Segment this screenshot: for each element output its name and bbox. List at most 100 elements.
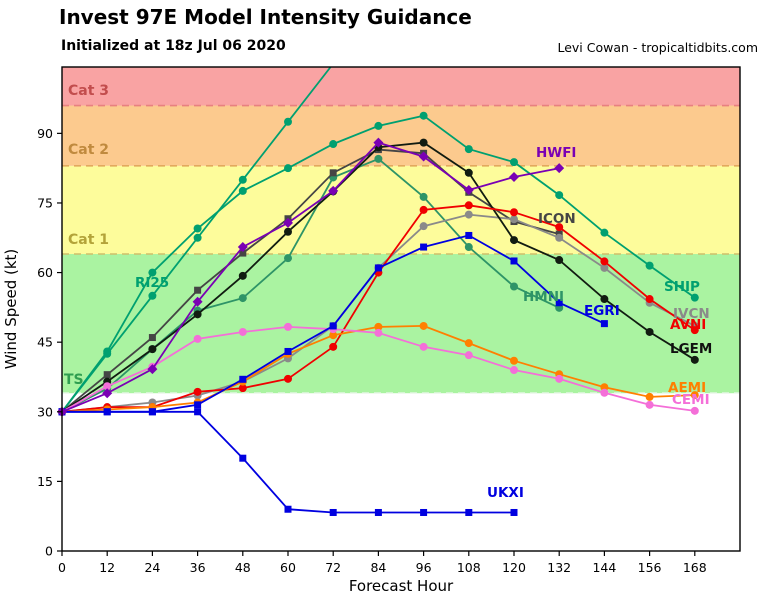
x-axis-title: Forecast Hour: [349, 577, 454, 595]
y-tick-label: 60: [37, 265, 53, 280]
data-point-cemi: [600, 388, 609, 397]
data-point-ukxi: [329, 508, 337, 516]
x-tick-label: 132: [547, 560, 571, 575]
data-point-egri: [284, 347, 292, 355]
x-tick-label: 12: [99, 560, 115, 575]
series-label-lgem: LGEM: [670, 341, 712, 357]
x-tick-label: 108: [457, 560, 481, 575]
data-point-ivcn: [600, 263, 609, 272]
data-point-hmni: [464, 243, 473, 252]
data-point-hmni: [284, 254, 292, 263]
data-point-aemi: [374, 322, 383, 331]
data-point-ship: [600, 228, 609, 237]
series-hwfi: [57, 137, 565, 417]
data-point-ship: [329, 140, 338, 149]
data-point-avni: [510, 208, 518, 217]
data-point-ship: [374, 121, 383, 130]
data-point-cemi: [555, 374, 564, 383]
data-point-cemi: [419, 342, 428, 351]
x-tick-label: 36: [190, 560, 206, 575]
data-point-ship: [690, 293, 699, 302]
data-point-icon: [148, 334, 156, 342]
data-point-ivcn: [464, 210, 473, 219]
data-point-egri: [465, 231, 473, 239]
x-tick-label: 60: [280, 560, 296, 575]
y-tick-label: 30: [37, 404, 53, 419]
data-point-cemi: [284, 322, 292, 331]
data-point-ship: [238, 186, 247, 195]
data-point-ri25: [238, 175, 247, 184]
data-point-ukxi: [420, 508, 428, 516]
data-point-lgem: [419, 138, 428, 147]
data-point-lgem: [645, 327, 654, 336]
data-point-lgem: [600, 295, 609, 304]
data-point-aemi: [419, 321, 428, 330]
data-point-hwfi: [192, 296, 203, 307]
data-point-aemi: [645, 392, 654, 401]
data-point-ship: [284, 164, 292, 173]
series-label-cemi: CEMI: [672, 392, 710, 408]
series-label-egri: EGRI: [584, 303, 620, 319]
data-point-aemi: [600, 383, 609, 392]
data-point-hmni: [419, 192, 428, 201]
data-point-ivcn: [510, 215, 518, 224]
data-point-aemi: [464, 339, 473, 348]
series-label-hwfi: HWFI: [536, 145, 576, 161]
series-label-ukxi: UKXI: [487, 485, 524, 501]
data-point-ukxi: [465, 508, 473, 516]
data-point-avni: [645, 295, 654, 304]
data-point-cemi: [690, 406, 699, 415]
data-point-ri25: [284, 117, 292, 126]
band-cat-3: [62, 67, 740, 106]
data-point-hwfi: [509, 171, 519, 182]
data-point-avni: [690, 326, 699, 335]
data-point-hwfi: [237, 242, 248, 253]
data-point-icon: [329, 169, 337, 177]
data-point-ukxi: [148, 408, 156, 416]
data-point-ship: [645, 261, 654, 270]
data-point-ship: [103, 347, 112, 356]
data-point-cemi: [374, 328, 383, 337]
data-point-ukxi: [194, 408, 202, 416]
data-point-egri: [510, 257, 518, 265]
data-point-ivcn: [555, 233, 564, 242]
y-tick-label: 75: [37, 195, 53, 210]
x-tick-label: 0: [58, 560, 66, 575]
y-tick-label: 90: [37, 126, 53, 141]
data-point-avni: [600, 257, 609, 266]
data-point-egri: [555, 299, 563, 307]
series-label-ri25: RI25: [135, 275, 169, 291]
band-label-tropical-storm: TS: [64, 372, 84, 388]
plot-frame: [61, 66, 741, 552]
data-point-ukxi: [239, 454, 247, 462]
data-point-cemi: [238, 327, 247, 336]
data-point-egri: [329, 322, 337, 330]
x-tick-label: 156: [638, 560, 662, 575]
data-point-avni: [193, 387, 202, 396]
page-title: Invest 97E Model Intensity Guidance: [59, 5, 472, 29]
data-point-hwfi: [283, 217, 293, 228]
data-point-lgem: [690, 355, 699, 364]
series-label-ship: SHIP: [664, 279, 700, 295]
data-point-avni: [284, 374, 292, 383]
y-tick-label: 0: [45, 544, 53, 559]
series-ship: [58, 111, 699, 416]
x-tick-label: 96: [416, 560, 432, 575]
data-point-aemi: [329, 331, 338, 340]
data-point-ivcn: [419, 222, 428, 231]
data-point-icon: [239, 249, 247, 257]
data-point-hmni: [238, 294, 247, 303]
data-point-ukxi: [374, 508, 382, 516]
data-point-hmni: [374, 154, 383, 163]
data-point-avni: [419, 205, 428, 214]
data-point-ship: [419, 111, 428, 120]
data-point-ukxi: [510, 508, 518, 516]
data-point-ri25: [193, 233, 202, 242]
x-tick-label: 24: [144, 560, 160, 575]
data-point-lgem: [148, 345, 157, 354]
data-point-avni: [329, 342, 338, 351]
data-point-lgem: [464, 168, 473, 177]
data-point-ukxi: [103, 408, 111, 416]
data-point-hwfi: [463, 184, 474, 195]
y-tick-label: 45: [37, 335, 53, 350]
